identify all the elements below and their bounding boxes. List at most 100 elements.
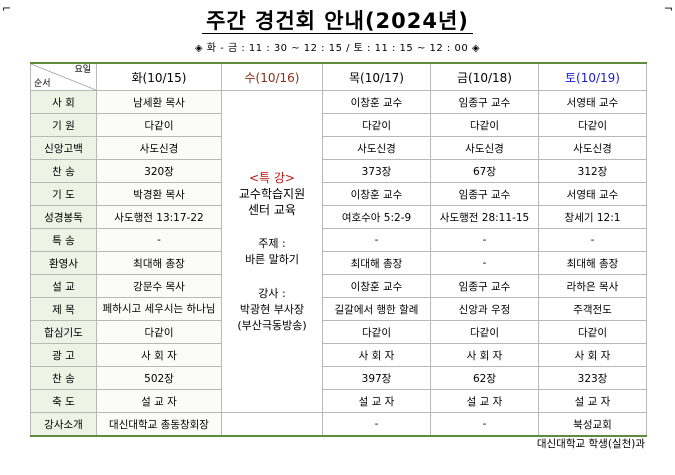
row-label: 합심기도 bbox=[30, 320, 97, 344]
cell-fri: - bbox=[430, 228, 539, 252]
cell-thu: 최대해 총장 bbox=[322, 251, 431, 275]
cell-thu: 이창훈 교수 bbox=[322, 90, 431, 114]
lecture-line1: 교수학습지원 bbox=[238, 186, 306, 201]
diagonal-line bbox=[31, 64, 96, 90]
cell-fri: 62장 bbox=[430, 366, 539, 390]
corner-mark-right: ¬ bbox=[663, 2, 673, 15]
cell-tue: 502장 bbox=[96, 366, 222, 390]
cell-fri: 다같이 bbox=[430, 113, 539, 137]
cell-tue: 대신대학교 총동창회장 bbox=[96, 412, 222, 437]
cell-fri: 사 회 자 bbox=[430, 343, 539, 367]
cell-tue: 남세환 목사 bbox=[96, 90, 222, 114]
cell-fri: 사도행전 28:11-15 bbox=[430, 205, 539, 229]
cell-sat: 창세기 12:1 bbox=[538, 205, 647, 229]
cell-sat: 다같이 bbox=[538, 320, 647, 344]
table-row: 신앙고백 사도신경 사도신경 사도신경 사도신경 bbox=[30, 136, 647, 160]
cell-thu: - bbox=[322, 412, 431, 437]
cell-sat: 다같이 bbox=[538, 113, 647, 137]
table-row: 특 송---- bbox=[30, 228, 647, 252]
table-row: 기 원 다같이 다같이 다같이 다같이 bbox=[30, 113, 647, 137]
row-label: 찬 송 bbox=[30, 159, 97, 183]
cell-fri: 신앙과 우정 bbox=[430, 297, 539, 321]
corner-header-cell: 요일 순서 bbox=[30, 62, 97, 91]
cell-wed-empty bbox=[221, 412, 323, 437]
cell-sat: 최대해 총장 bbox=[538, 251, 647, 275]
cell-thu: 길갈에서 행한 할례 bbox=[322, 297, 431, 321]
topic-text: 바른 말하기 bbox=[244, 252, 300, 266]
cell-tue: 최대해 총장 bbox=[96, 251, 222, 275]
cell-thu: 다같이 bbox=[322, 113, 431, 137]
row-label: 기 도 bbox=[30, 182, 97, 206]
cell-tue: 사 회 자 bbox=[96, 343, 222, 367]
cell-fri: 설 교 자 bbox=[430, 389, 539, 413]
cell-sat: 사 회 자 bbox=[538, 343, 647, 367]
table-row: 기 도 박경환 목사 이창훈 교수 임종구 교수 서영태 교수 bbox=[30, 182, 647, 206]
topic-label: 주제 : bbox=[258, 236, 286, 250]
cell-thu: 373장 bbox=[322, 159, 431, 183]
speaker-org: (부산극동방송) bbox=[237, 318, 307, 332]
cell-sat: 라하은 목사 bbox=[538, 274, 647, 298]
cell-tue: 페하시고 세우시는 하나님 bbox=[96, 297, 222, 321]
cell-fri: 임종구 교수 bbox=[430, 90, 539, 114]
cell-sat: 서영태 교수 bbox=[538, 90, 647, 114]
table-row: 강사소개 대신대학교 총동창회장 - - 북성교회 bbox=[30, 412, 647, 437]
day-header-tue: 화(10/15) bbox=[96, 62, 222, 91]
corner-order-label: 순서 bbox=[34, 79, 51, 89]
table-row: 찬 송 320장 373장 67장 312장 bbox=[30, 159, 647, 183]
cell-sat: 북성교회 bbox=[538, 412, 647, 437]
table-row: 제 목 페하시고 세우시는 하나님 길갈에서 행한 할례 신앙과 우정 주객전도 bbox=[30, 297, 647, 321]
day-header-sat: 토(10/19) bbox=[538, 62, 647, 91]
cell-tue: - bbox=[96, 228, 222, 252]
cell-thu: 397장 bbox=[322, 366, 431, 390]
corner-day-label: 요일 bbox=[74, 65, 91, 75]
cell-fri: 다같이 bbox=[430, 320, 539, 344]
cell-thu: - bbox=[322, 228, 431, 252]
day-header-fri: 금(10/18) bbox=[430, 62, 539, 91]
table-row: 환영사 최대해 총장 최대해 총장 - 최대해 총장 bbox=[30, 251, 647, 275]
row-label: 광 고 bbox=[30, 343, 97, 367]
row-label: 찬 송 bbox=[30, 366, 97, 390]
table-row: 설 교 강문수 목사 이창훈 교수 임종구 교수 라하은 목사 bbox=[30, 274, 647, 298]
row-label: 제 목 bbox=[30, 297, 97, 321]
cell-fri: - bbox=[430, 412, 539, 437]
cell-fri: 67장 bbox=[430, 159, 539, 183]
cell-thu: 사 회 자 bbox=[322, 343, 431, 367]
row-label: 특 송 bbox=[30, 228, 97, 252]
cell-tue: 사도신경 bbox=[96, 136, 222, 160]
cell-tue: 설 교 자 bbox=[96, 389, 222, 413]
cell-sat: 서영태 교수 bbox=[538, 182, 647, 206]
cell-thu: 여호수아 5:2-9 bbox=[322, 205, 431, 229]
schedule-time-subtitle: ◈ 화 - 금 : 11 : 30 ~ 12 : 15 / 토 : 11 : 1… bbox=[194, 43, 481, 54]
lecture-line2: 센터 교육 bbox=[248, 202, 296, 217]
row-label: 강사소개 bbox=[30, 412, 97, 437]
table-row: 성경봉독 사도행전 13:17-22 여호수아 5:2-9 사도행전 28:11-15… bbox=[30, 205, 647, 229]
cell-tue: 사도행전 13:17-22 bbox=[96, 205, 222, 229]
cell-tue: 강문수 목사 bbox=[96, 274, 222, 298]
cell-sat: 설 교 자 bbox=[538, 389, 647, 413]
footer-department: 대신대학교 학생(실천)과 bbox=[536, 438, 645, 450]
speaker-label: 강사 : bbox=[258, 286, 286, 300]
row-label: 기 원 bbox=[30, 113, 97, 137]
cell-tue: 다같이 bbox=[96, 320, 222, 344]
cell-fri: 임종구 교수 bbox=[430, 274, 539, 298]
cell-fri: 사도신경 bbox=[430, 136, 539, 160]
row-label: 축 도 bbox=[30, 389, 97, 413]
cell-fri: - bbox=[430, 251, 539, 275]
special-lecture-title: <특 강> bbox=[248, 170, 295, 185]
row-label: 신앙고백 bbox=[30, 136, 97, 160]
cell-thu: 사도신경 bbox=[322, 136, 431, 160]
table-row: 찬 송 502장 397장 62장 323장 bbox=[30, 366, 647, 390]
corner-mark-left: ⌐ bbox=[2, 2, 12, 15]
cell-sat: 312장 bbox=[538, 159, 647, 183]
cell-sat: 주객전도 bbox=[538, 297, 647, 321]
day-header-wed: 수(10/16) bbox=[221, 62, 323, 91]
table-row: 사 회 남세환 목사 <특 강> 교수학습지원 센터 교육 주제 : 바른 말하기 강사 : 박… bbox=[30, 90, 647, 413]
cell-fri: 임종구 교수 bbox=[430, 182, 539, 206]
speaker-name: 박광현 부사장 bbox=[239, 302, 305, 316]
cell-sat: 323장 bbox=[538, 366, 647, 390]
table-header-row: 요일 순서 화(10/15) 수(10/16) 목(10/17) 금(10/18… bbox=[30, 62, 647, 91]
cell-tue: 다같이 bbox=[96, 113, 222, 137]
cell-thu: 설 교 자 bbox=[322, 389, 431, 413]
